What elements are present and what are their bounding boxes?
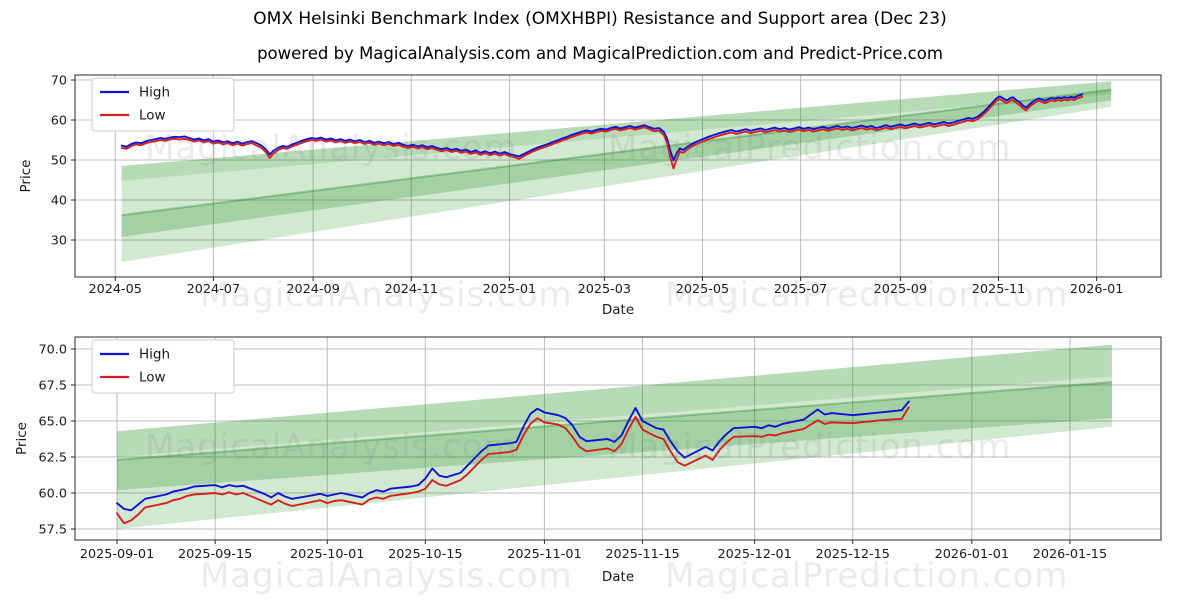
band-edge-line [121,88,1112,217]
axes-spine [74,336,1162,541]
x-tick-label: 2025-10-15 [388,547,462,562]
y-axis-label: Price [14,422,30,455]
y-tick-label: 60.0 [39,487,68,502]
bottom-price-chart: 2025-09-01 2025-09-15 2025-10-01 2025-10-15… [14,336,1162,585]
figure-subtitle: powered by MagicalAnalysis.com and Magic… [257,44,943,63]
y-tick-label: 30 [51,234,67,249]
legend-item-low-label: Low [139,108,166,124]
y-tick-label: 65.0 [39,414,68,429]
support-resistance-band [117,382,1112,491]
x-tick-label: 2025-11 [972,282,1025,297]
x-tick-label: 2024-09 [286,282,339,297]
y-tick-label: 70.0 [39,342,68,357]
band-edge-line [116,380,1113,461]
x-tick-label: 2025-11-01 [507,547,581,562]
legend-item-high-label: High [139,85,170,101]
y-tick-label: 60 [51,114,67,129]
x-tick-label: 2025-12-01 [717,547,791,562]
legend-item-low-label: Low [139,370,166,386]
x-tick-label: 2025-03 [578,282,631,297]
x-tick-label: 2025-09 [874,282,927,297]
x-tick-label: 2024-07 [187,282,240,297]
y-tick-label: 40 [51,194,67,209]
low-line [120,95,1084,170]
x-tick-label: 2025-10-01 [290,547,364,562]
support-resistance-band [121,81,1112,181]
y-tick-label: 57.5 [39,523,68,538]
y-axis-label: Price [18,160,34,193]
top-price-chart: 2024-05 2024-07 2024-09 2024-11 2025-01 2025-… [18,74,1162,318]
x-tick-label: 2026-01 [1070,282,1123,297]
x-axis-label: Date [602,302,634,318]
legend-item-high-label: High [139,347,170,363]
y-tick-label: 67.5 [39,378,68,393]
support-resistance-band [117,344,1112,530]
y-tick-label: 62.5 [39,451,68,466]
legend: High Low [91,77,235,132]
x-tick-label: 2026-01-15 [1033,547,1107,562]
axes-spine [74,74,1162,278]
x-tick-label: 2025-12-15 [816,547,890,562]
high-line [116,400,910,512]
high-line [120,93,1084,162]
x-axis-label: Date [602,569,634,585]
y-tick-label: 50 [51,154,67,169]
x-tick-label: 2024-11 [385,282,438,297]
x-tick-label: 2025-09-01 [80,547,154,562]
y-tick-label: 70 [51,74,67,89]
x-tick-label: 2024-05 [88,282,141,297]
x-tick-label: 2025-09-15 [178,547,252,562]
legend: High Low [91,339,235,394]
x-tick-label: 2025-07 [774,282,827,297]
x-tick-label: 2025-01 [483,282,536,297]
support-resistance-band [117,344,1112,458]
x-tick-label: 2025-05 [676,282,729,297]
low-line [116,406,910,525]
x-tick-label: 2025-11-15 [605,547,679,562]
figure-title: OMX Helsinki Benchmark Index (OMXHBPI) R… [253,9,947,29]
x-tick-label: 2026-01-01 [935,547,1009,562]
